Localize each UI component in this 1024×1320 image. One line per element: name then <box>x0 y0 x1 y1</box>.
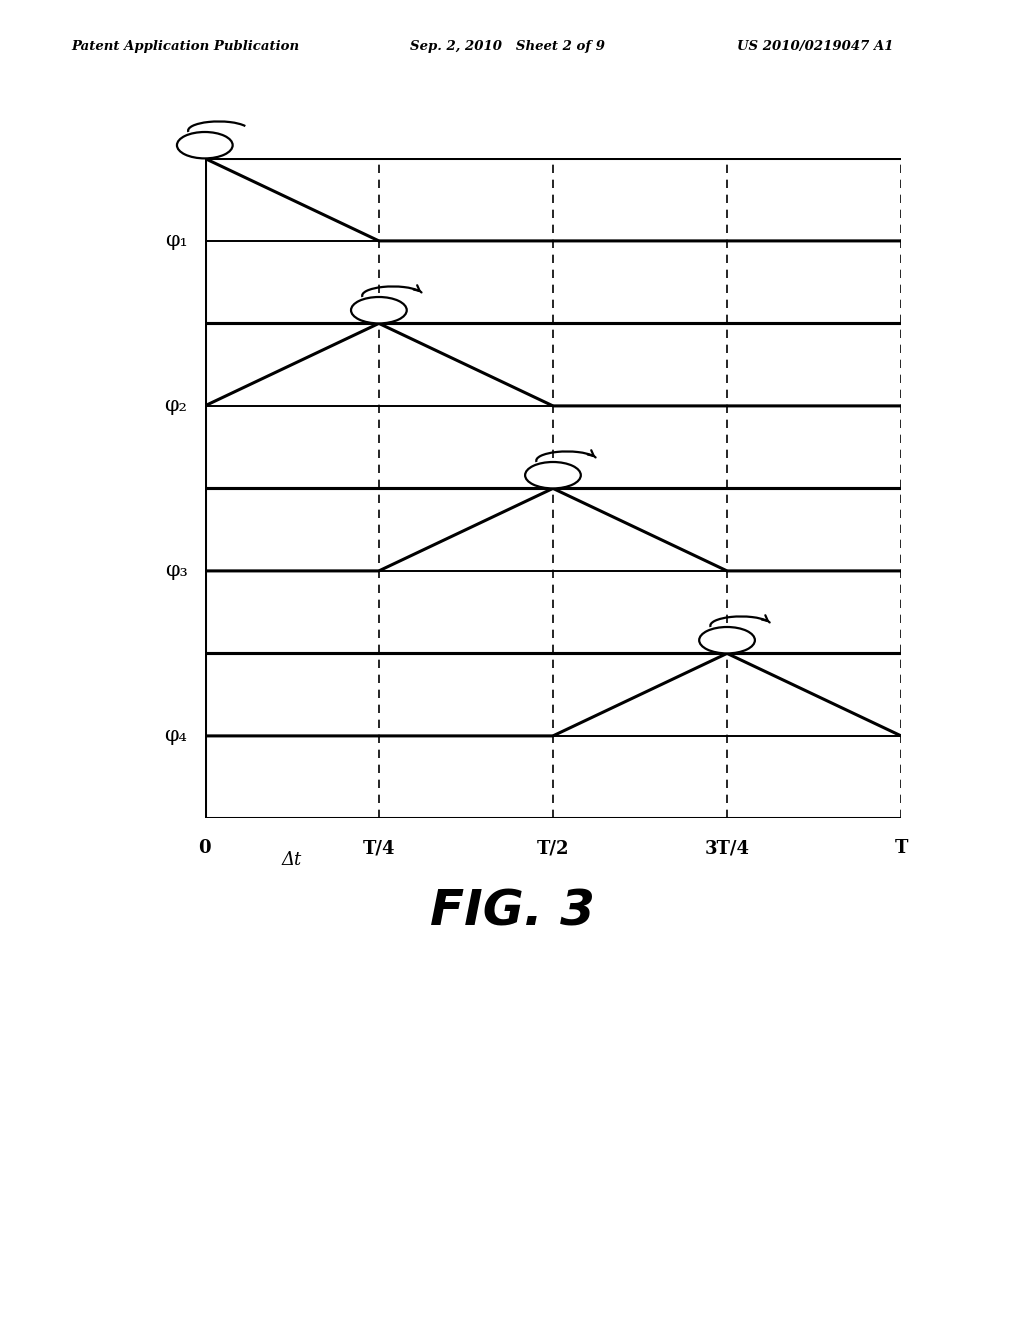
Text: φ₁: φ₁ <box>165 231 187 251</box>
Text: Δt: Δt <box>282 851 302 870</box>
Text: FIG. 3: FIG. 3 <box>429 887 595 936</box>
Text: φ₄: φ₄ <box>165 726 187 746</box>
Text: φ₃: φ₃ <box>165 561 187 581</box>
Text: φ₂: φ₂ <box>165 396 187 416</box>
Text: Patent Application Publication: Patent Application Publication <box>72 40 300 53</box>
Circle shape <box>525 462 581 488</box>
Circle shape <box>351 297 407 323</box>
Circle shape <box>699 627 755 653</box>
Text: 0: 0 <box>199 840 211 857</box>
Text: T/4: T/4 <box>362 840 395 857</box>
Text: T: T <box>894 840 908 857</box>
Text: 3T/4: 3T/4 <box>705 840 750 857</box>
Text: T/2: T/2 <box>537 840 569 857</box>
Text: Sep. 2, 2010   Sheet 2 of 9: Sep. 2, 2010 Sheet 2 of 9 <box>410 40 604 53</box>
Text: US 2010/0219047 A1: US 2010/0219047 A1 <box>737 40 894 53</box>
Circle shape <box>177 132 232 158</box>
